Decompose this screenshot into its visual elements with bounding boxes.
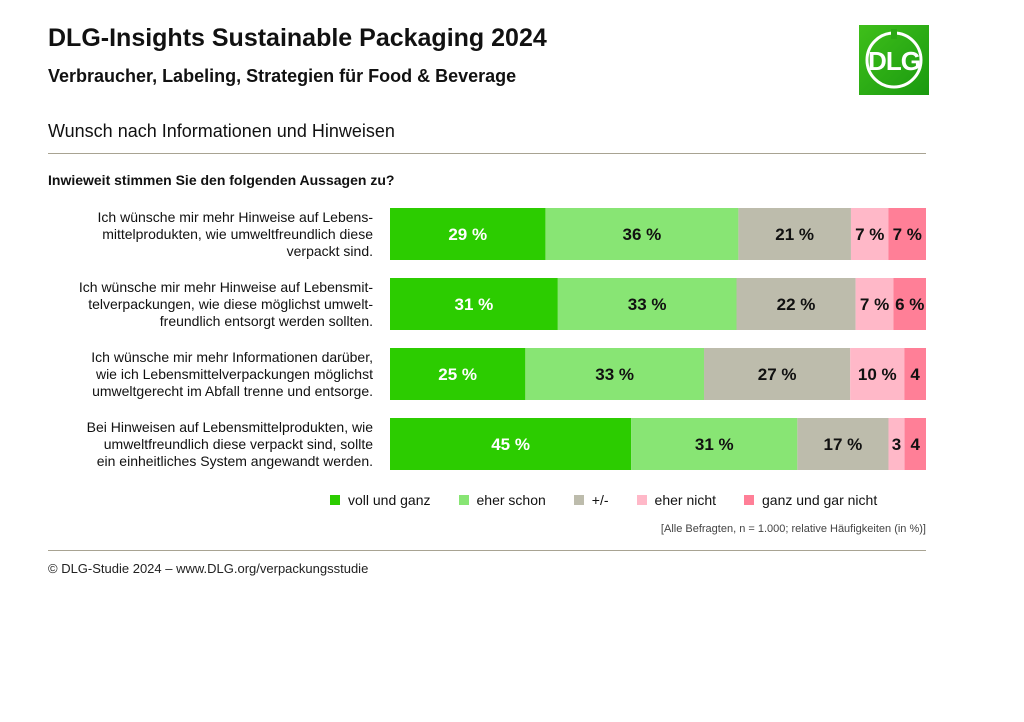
bar-segment xyxy=(738,208,851,260)
legend-item: ganz und gar nicht xyxy=(744,492,877,508)
legend-label: +/- xyxy=(591,492,609,508)
legend-swatch xyxy=(744,495,755,505)
row-label: Ich wünsche mir mehr Informationen darüb… xyxy=(40,349,373,400)
legend-label: ganz und gar nicht xyxy=(762,492,878,508)
data-label: 21 % xyxy=(775,225,814,244)
bar-segment xyxy=(850,348,905,400)
legend-item: eher nicht xyxy=(636,492,717,508)
row-label: Ich wünsche mir mehr Hinweise auf Lebens… xyxy=(40,279,373,330)
data-label: 6 % xyxy=(895,295,924,314)
row-label-line: Bei Hinweisen auf Lebensmittelprodukten,… xyxy=(86,419,373,435)
data-label: 36 % xyxy=(623,225,662,244)
bar-segment xyxy=(557,278,737,330)
dlg-logo: DLG xyxy=(859,25,929,95)
bar-segment xyxy=(893,278,926,330)
bar-segment xyxy=(855,278,894,330)
legend-swatch xyxy=(636,495,647,505)
legend-label: voll und ganz xyxy=(348,492,431,508)
row-label-line: mittelprodukten, wie umweltfreundlich di… xyxy=(102,226,373,242)
data-label: 7 % xyxy=(860,295,889,314)
bar-segment xyxy=(904,418,926,470)
data-label: 27 % xyxy=(758,365,797,384)
bar-segment xyxy=(736,278,856,330)
data-label: 17 % xyxy=(824,435,863,454)
data-label: 31 % xyxy=(695,435,734,454)
page-subtitle: Verbraucher, Labeling, Strategien für Fo… xyxy=(48,66,517,86)
row-label-line: umweltgerecht im Abfall trenne und entso… xyxy=(92,383,373,399)
row-label-line: verpackt sind. xyxy=(286,243,373,259)
row-label: Ich wünsche mir mehr Hinweise auf Lebens… xyxy=(40,209,373,260)
legend-item: eher schon xyxy=(458,492,546,508)
footer: © DLG-Studie 2024 – www.DLG.org/verpacku… xyxy=(48,561,369,576)
data-label: 4 xyxy=(910,365,920,384)
svg-text:DLG: DLG xyxy=(868,46,920,76)
data-label: 29 % xyxy=(448,225,487,244)
bar-segment xyxy=(904,348,926,400)
row-label-line: umweltfreundlich diese verpackt sind, so… xyxy=(103,436,373,452)
bar-segment xyxy=(390,348,526,400)
data-label: 25 % xyxy=(438,365,477,384)
bar-segment xyxy=(390,418,632,470)
legend: voll und ganz eher schon +/- eher nicht ganz… xyxy=(330,492,905,508)
legend-item: +/- xyxy=(573,492,609,508)
row-label-line: Ich wünsche mir mehr Informationen darüb… xyxy=(91,349,373,365)
chart-title: Inwieweit stimmen Sie den folgenden Auss… xyxy=(48,172,395,188)
row-label-line: freundlich entsorgt werden sollten. xyxy=(159,313,373,329)
chart-note: [Alle Befragten, n = 1.000; relative Häu… xyxy=(660,523,926,535)
bar-segment xyxy=(631,418,798,470)
data-label: 45 % xyxy=(491,435,530,454)
bar-segment xyxy=(888,418,905,470)
row-label-line: wie ich Lebensmittelverpackungen möglich… xyxy=(95,366,373,382)
data-label: 33 % xyxy=(595,365,634,384)
bar-segment xyxy=(390,278,558,330)
data-label: 33 % xyxy=(628,295,667,314)
bar-segment xyxy=(545,208,739,260)
legend-swatch xyxy=(573,495,584,505)
legend-label: eher nicht xyxy=(654,492,717,508)
row-label-line: Ich wünsche mir mehr Hinweise auf Lebens… xyxy=(78,279,373,295)
divider xyxy=(48,153,926,154)
data-label: 3 xyxy=(892,435,901,454)
data-label: 31 % xyxy=(455,295,494,314)
row-label-line: telverpackungen, wie diese möglichst umw… xyxy=(88,296,373,312)
section-title: Wunsch nach Informationen und Hinweisen xyxy=(48,121,395,141)
legend-item: voll und ganz xyxy=(330,492,431,508)
bar-segment xyxy=(850,208,889,260)
bar-segment xyxy=(704,348,851,400)
bar-segment xyxy=(888,208,926,260)
row-label: Bei Hinweisen auf Lebensmittelprodukten,… xyxy=(40,419,373,470)
legend-swatch xyxy=(330,495,340,505)
data-label: 22 % xyxy=(777,295,816,314)
page-title: DLG-Insights Sustainable Packaging 2024 xyxy=(48,24,547,52)
row-label-line: ein einheitliches System angewandt werde… xyxy=(96,453,373,469)
divider xyxy=(48,550,926,551)
bar-segment xyxy=(797,418,889,470)
data-label: 4 xyxy=(911,435,921,454)
legend-swatch xyxy=(458,495,469,505)
data-label: 10 % xyxy=(858,365,897,384)
data-label: 7 % xyxy=(893,225,922,244)
data-label: 7 % xyxy=(855,225,884,244)
bar-segment xyxy=(390,208,546,260)
row-label-line: Ich wünsche mir mehr Hinweise auf Lebens… xyxy=(97,209,373,225)
legend-label: eher schon xyxy=(476,492,546,508)
bar-segment xyxy=(525,348,705,400)
